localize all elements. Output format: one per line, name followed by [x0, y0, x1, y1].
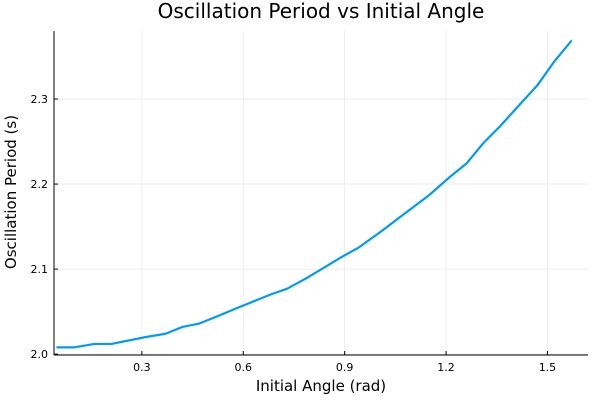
- tick-labels: 0.3 0.6 0.9 1.2 1.5 2.0 2.1 2.2 2.3: [31, 93, 557, 374]
- y-tick-label: 2.3: [31, 93, 49, 106]
- y-axis-label: Oscillation Period (s): [2, 115, 20, 269]
- x-tick-label: 1.5: [539, 361, 557, 374]
- chart-title: Oscillation Period vs Initial Angle: [158, 0, 485, 23]
- x-tick-label: 0.3: [133, 361, 151, 374]
- x-tick-label: 0.9: [336, 361, 354, 374]
- y-tick-label: 2.1: [31, 263, 49, 276]
- x-axis-label: Initial Angle (rad): [256, 377, 386, 395]
- x-tick-label: 1.2: [437, 361, 455, 374]
- y-tick-label: 2.0: [31, 348, 49, 361]
- series-layer: [56, 40, 573, 349]
- x-tick-label: 0.6: [235, 361, 253, 374]
- axes: [53, 31, 588, 356]
- series-line: [56, 40, 573, 349]
- y-tick-label: 2.2: [31, 178, 49, 191]
